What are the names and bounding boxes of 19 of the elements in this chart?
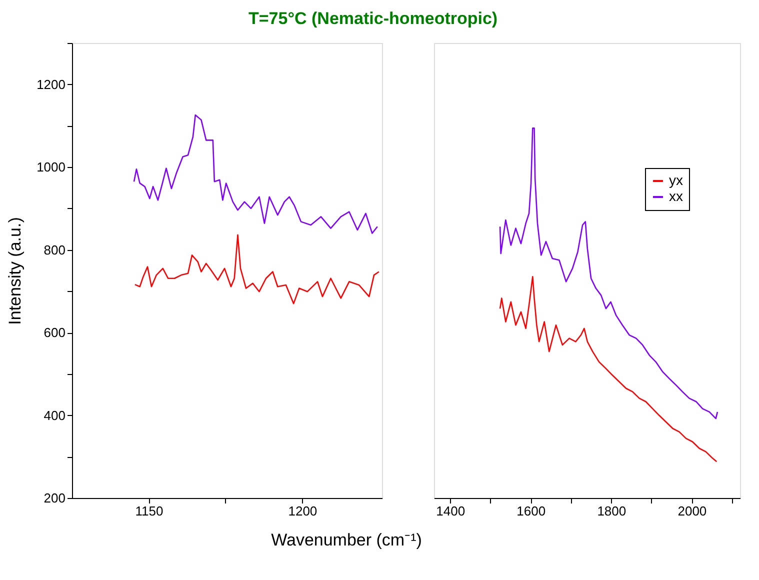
y-tick-label: 1200 — [36, 76, 66, 92]
x-tick-label: 1400 — [436, 504, 466, 518]
x-tick-label: 2000 — [678, 504, 707, 518]
chart-title: T=75°C (Nematic-homeotropic) — [248, 9, 498, 28]
x-tick-label: 1800 — [597, 504, 626, 518]
line-series — [133, 114, 378, 234]
y-tick-label: 200 — [44, 490, 66, 506]
legend-label: xx — [669, 188, 683, 204]
x-tick-label: 1600 — [516, 504, 546, 518]
y-tick-label: 1000 — [36, 160, 66, 175]
y-axis-title: Intensity (a.u.) — [6, 217, 25, 325]
y-tick-label: 800 — [44, 242, 66, 258]
line-series — [134, 234, 380, 304]
y-tick-label: 600 — [44, 325, 66, 340]
x-axis-title: Wavenumber (cm⁻¹) — [271, 530, 422, 550]
y-tick-label: 400 — [44, 408, 66, 423]
legend-label: yx — [669, 172, 683, 188]
x-tick-label: 1150 — [135, 504, 164, 518]
x-tick-label: 1200 — [288, 504, 318, 518]
